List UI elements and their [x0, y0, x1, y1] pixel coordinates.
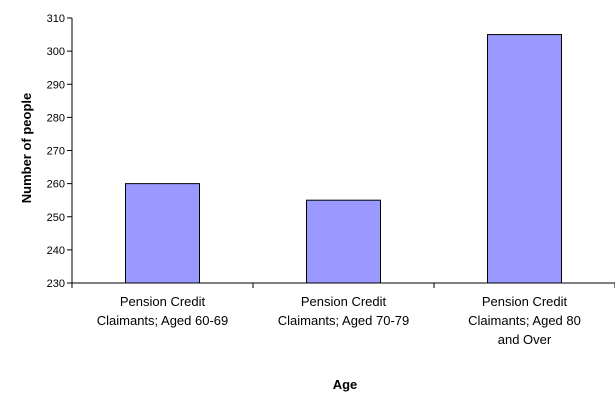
x-category-label-line: Pension Credit [301, 294, 387, 309]
bar-3 [487, 34, 562, 284]
x-category-label-line: Claimants; Aged 80 [468, 313, 581, 328]
x-category-label-line: Claimants; Aged 60-69 [97, 313, 229, 328]
y-tick-label: 290 [47, 79, 65, 91]
bar-2 [306, 199, 381, 284]
y-tick-label: 230 [47, 278, 65, 290]
x-category-label: Pension Credit Claimants; Aged 70-79 [278, 294, 410, 328]
bars [125, 34, 562, 284]
y-tick-label: 260 [47, 179, 65, 191]
x-category-label-line: Pension Credit [120, 294, 206, 309]
y-tick-label: 310 [47, 13, 65, 25]
x-category-label: Pension Credit Claimants; Aged 80 and Over [468, 294, 581, 347]
y-tick-label: 250 [47, 212, 65, 224]
bar-1 [125, 183, 200, 284]
x-category-label-line: Pension Credit [482, 294, 568, 309]
x-category-label: Pension Credit Claimants; Aged 60-69 [97, 294, 229, 328]
x-category-label-line: Claimants; Aged 70-79 [278, 313, 410, 328]
y-tick-label: 270 [47, 146, 65, 158]
y-axis-ticks: 230 240 250 260 270 280 290 300 310 [47, 13, 72, 290]
x-axis-title: Age [333, 377, 358, 392]
x-category-label-line: and Over [498, 332, 552, 347]
x-axis-categories: Pension Credit Claimants; Aged 60-69Pensi… [97, 294, 581, 347]
y-tick-label: 300 [47, 46, 65, 58]
y-tick-label: 240 [47, 245, 65, 257]
y-axis-title: Number of people [19, 93, 34, 204]
y-tick-label: 280 [47, 112, 65, 124]
